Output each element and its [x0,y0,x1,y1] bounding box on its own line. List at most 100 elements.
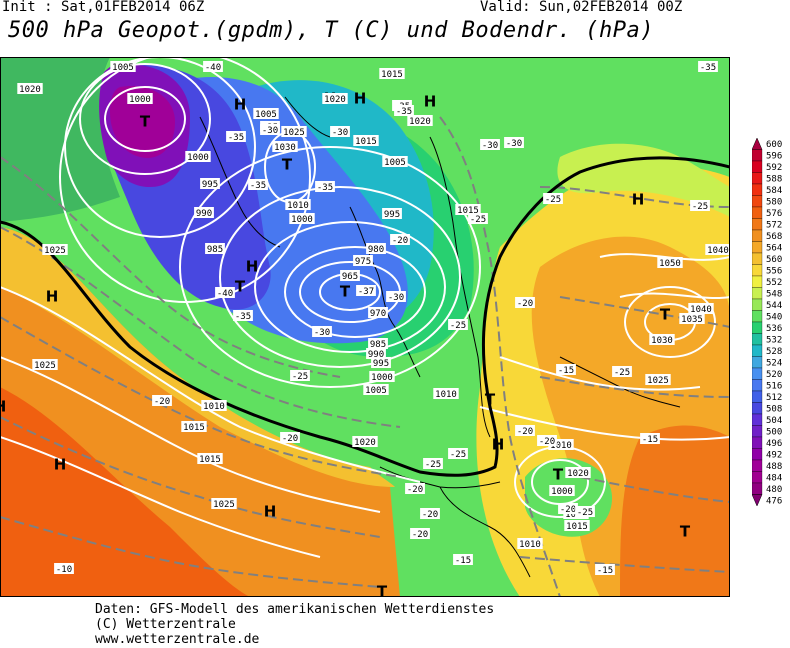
isobar-label-bg [340,270,360,281]
isotherm-label-bg [54,563,74,574]
legend-value: 580 [766,197,782,207]
isobar-label-bg [455,204,481,215]
isotherm-label: -35 [396,107,412,117]
isobar-label-bg [371,357,391,368]
isotherm-label: -20 [392,236,408,246]
legend-swatch [752,218,763,231]
isotherm-label-bg [595,564,615,575]
isobar-label-bg [679,313,705,324]
isobar-label-bg [363,384,389,395]
isobar-label: 1020 [324,95,346,105]
isotherm-label-bg [290,370,310,381]
map-frame [0,57,730,597]
legend-swatch [752,183,763,196]
isobar-label-bg [366,348,386,359]
isotherm-label: -15 [597,566,613,576]
isobar-label: 1010 [203,402,225,412]
legend-value: 496 [766,439,782,449]
isotherm-label-bg [280,432,300,443]
field-purple-core [110,86,175,158]
isobar-label-bg [565,467,591,478]
isotherm-label-bg [612,366,632,377]
low-pressure-marker: T [377,583,388,598]
low-pressure-marker: T [340,283,351,301]
isobar-label: 1030 [274,143,296,153]
isotherm-label: -30 [314,328,330,338]
isobar-label-bg [322,93,348,104]
low-pressure-marker: T [235,278,246,296]
isotherm-label: -25 [450,450,466,460]
legend-swatch [752,436,763,449]
isobar-label: 1025 [34,361,56,371]
legend-value: 572 [766,220,782,230]
isotherm-label-bg [556,364,576,375]
isobar-label-bg [253,108,279,119]
legend-arrow-top [752,137,763,150]
isobar-label: 1010 [550,441,572,451]
isobar-label-bg [197,453,223,464]
isobar-label: 990 [196,209,212,219]
isobar-label-bg [127,93,153,104]
legend-value: 528 [766,347,782,357]
legend-swatch [752,172,763,185]
legend-swatch [752,149,763,162]
isobar-label-bg [205,243,225,254]
isobar-label: 990 [368,350,384,360]
legend-swatch [752,287,763,300]
isobar-label-bg [379,68,405,79]
isotherm-label-bg [410,528,430,539]
isobar-label: 1010 [519,540,541,550]
legend-swatch [752,264,763,277]
legend-value: 488 [766,462,782,472]
isobar-label: 1020 [409,117,431,127]
isotherm-label-bg [423,458,443,469]
isobar-label-bg [42,244,68,255]
isotherm-label: -20 [517,427,533,437]
temperature-labels-layer: -40-35-35-30-35-35-30-30-35-40-35-30-25-… [54,61,718,576]
isotherm-label: -30 [332,128,348,138]
legend-swatch [752,379,763,392]
isobar-label-bg [272,141,298,152]
isotherm-label: -20 [407,485,423,495]
legend-value: 500 [766,427,782,437]
isobar-label: 1030 [651,336,673,346]
isotherm-label: -25 [450,321,466,331]
isobar-label: 985 [207,245,223,255]
isobar-label-bg [564,520,590,531]
isobar-label-bg [645,374,671,385]
isotherm-label-bg [260,124,280,135]
legend-value: 524 [766,358,782,368]
isobar-label: 1015 [381,70,403,80]
isotherm-label: -35 [228,133,244,143]
legend-value: 560 [766,255,782,265]
isobar-label: 970 [370,309,386,319]
isobar-label-bg [201,400,227,411]
weather-map: HHHHHHHHHHHTTTTTTTTT 1005100010201015100… [0,57,730,597]
isobar-label-bg [368,338,388,349]
isobar-label: 1025 [44,246,66,256]
isotherm-label-bg [356,285,376,296]
footer-website: www.wetterzentrale.de [95,632,260,647]
isotherm-label-bg [690,200,710,211]
legend-swatch [752,298,763,311]
isobar-label-bg [366,243,386,254]
legend-value: 484 [766,473,782,483]
isotherm-label-bg [543,193,563,204]
isotherm-label-bg [315,181,335,192]
isobar-label: 1020 [354,438,376,448]
legend-value: 544 [766,301,782,311]
high-pressure-marker: H [424,93,437,111]
legend-value: 600 [766,140,782,150]
map-title: 500 hPa Geopot.(gpdm), T (C) und Bodendr… [8,18,655,43]
isobar-label: 1025 [283,128,305,138]
high-pressure-marker: H [264,503,277,521]
isotherm-label-bg [203,61,223,72]
isobar-label-bg [369,371,395,382]
isobar-label-bg [352,436,378,447]
isotherm-label: -20 [560,505,576,515]
isotherm-label: -30 [262,126,278,136]
isotherm-label-bg [215,287,235,298]
isobar-label: 1020 [19,85,41,95]
legend-value: 592 [766,163,782,173]
legend-value: 504 [766,416,782,426]
